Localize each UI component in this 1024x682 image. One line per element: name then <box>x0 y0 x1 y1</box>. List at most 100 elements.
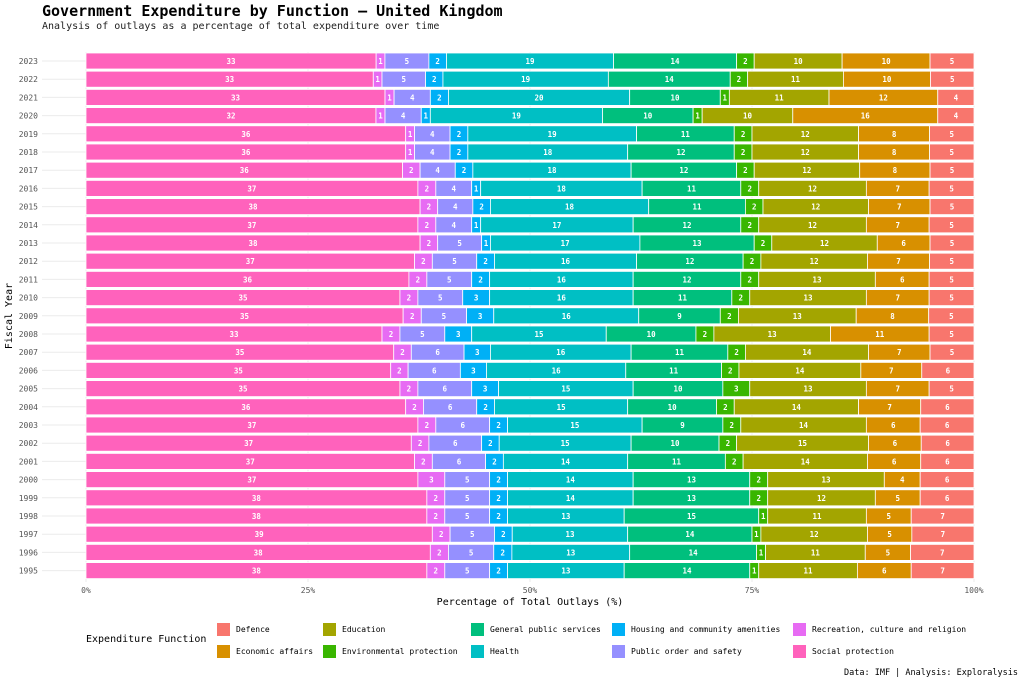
data-label: 7 <box>889 366 894 375</box>
data-label: 5 <box>465 567 470 576</box>
data-label: 8 <box>893 166 898 175</box>
data-label: 2 <box>730 421 735 430</box>
legend-item: Housing and community amenities <box>612 623 780 636</box>
data-label: 2 <box>397 366 402 375</box>
data-label: 5 <box>949 275 954 284</box>
data-label: 3 <box>475 348 480 357</box>
data-label: 11 <box>791 75 801 84</box>
data-label: 2 <box>437 548 442 557</box>
bar-segment <box>919 471 975 489</box>
data-label: 2 <box>747 184 752 193</box>
data-label: 6 <box>443 385 448 394</box>
y-tick-label: 2011 <box>19 275 38 284</box>
data-label: 12 <box>811 203 820 212</box>
y-tick-label: 2010 <box>19 294 38 303</box>
data-label: 7 <box>887 403 892 412</box>
data-label: 2 <box>400 348 405 357</box>
data-label: 14 <box>685 530 695 539</box>
y-tick-label: 2001 <box>19 457 38 466</box>
data-label: 1 <box>759 548 764 557</box>
data-label: 37 <box>244 439 253 448</box>
data-label: 2 <box>747 275 752 284</box>
bar-segment <box>928 307 975 325</box>
data-label: 2 <box>739 294 744 303</box>
x-tick-label: 50% <box>523 586 538 595</box>
data-label: 37 <box>247 221 256 230</box>
bar-segment <box>929 143 975 161</box>
legend-item: Defence <box>217 623 270 636</box>
data-label: 12 <box>679 166 688 175</box>
data-label: 10 <box>671 439 681 448</box>
data-label: 16 <box>556 348 566 357</box>
data-label: 2 <box>457 130 462 139</box>
y-tick-label: 2000 <box>19 476 38 485</box>
legend-title: Expenditure Function <box>86 634 207 645</box>
data-label: 7 <box>940 567 945 576</box>
legend-swatch <box>793 623 806 636</box>
bar-segment <box>920 434 975 452</box>
legend-item: Economic affairs <box>217 645 313 658</box>
data-label: 12 <box>810 530 819 539</box>
bar-segment <box>910 562 975 579</box>
y-tick-label: 2007 <box>19 348 38 357</box>
legend-item: Social protection <box>793 645 894 658</box>
data-label: 12 <box>820 239 829 248</box>
data-label: 33 <box>225 75 235 84</box>
legend-swatch <box>793 645 806 658</box>
data-label: 2 <box>734 348 739 357</box>
legend-label: General public services <box>490 625 601 634</box>
y-tick-label: 2018 <box>19 148 38 157</box>
data-label: 1 <box>754 530 759 539</box>
bar-segment <box>928 289 975 307</box>
data-label: 2 <box>752 203 757 212</box>
data-label: 10 <box>743 112 753 121</box>
data-label: 12 <box>879 93 888 102</box>
legend-item: General public services <box>471 623 601 636</box>
data-label: 3 <box>471 366 476 375</box>
data-label: 33 <box>229 330 239 339</box>
data-label: 35 <box>238 294 247 303</box>
data-label: 2 <box>432 75 437 84</box>
data-label: 5 <box>405 57 410 66</box>
data-label: 16 <box>557 294 567 303</box>
bar-segment <box>929 125 975 143</box>
data-label: 13 <box>561 567 571 576</box>
data-label: 13 <box>687 494 697 503</box>
data-label: 17 <box>561 239 570 248</box>
data-label: 18 <box>543 148 553 157</box>
data-label: 5 <box>950 75 955 84</box>
data-label: 2 <box>437 93 442 102</box>
legend-swatch <box>612 623 625 636</box>
data-label: 14 <box>799 421 809 430</box>
legend-label: Recreation, culture and religion <box>812 625 967 634</box>
y-tick-label: 2004 <box>19 403 38 412</box>
data-label: 7 <box>940 548 945 557</box>
data-label: 7 <box>895 184 900 193</box>
data-label: 2 <box>732 457 737 466</box>
data-label: 2 <box>741 130 746 139</box>
data-label: 2 <box>407 294 412 303</box>
data-label: 5 <box>949 330 954 339</box>
x-tick-label: 25% <box>301 586 316 595</box>
bar-segment <box>937 89 975 106</box>
data-label: 18 <box>547 166 557 175</box>
data-label: 12 <box>682 275 691 284</box>
data-label: 36 <box>241 130 251 139</box>
data-label: 6 <box>432 366 437 375</box>
data-label: 11 <box>693 203 703 212</box>
data-label: 2 <box>496 494 501 503</box>
data-label: 1 <box>695 112 700 121</box>
data-label: 5 <box>470 530 475 539</box>
data-label: 11 <box>804 567 814 576</box>
bar-segment <box>919 489 975 507</box>
data-label: 12 <box>682 221 691 230</box>
data-label: 11 <box>672 457 682 466</box>
bar-segment <box>929 52 975 70</box>
data-label: 2 <box>425 184 430 193</box>
y-tick-label: 2019 <box>19 130 38 139</box>
bar-segment <box>919 416 975 434</box>
data-label: 15 <box>570 421 579 430</box>
data-label: 37 <box>247 421 256 430</box>
data-label: 14 <box>802 348 812 357</box>
data-label: 2 <box>723 403 728 412</box>
